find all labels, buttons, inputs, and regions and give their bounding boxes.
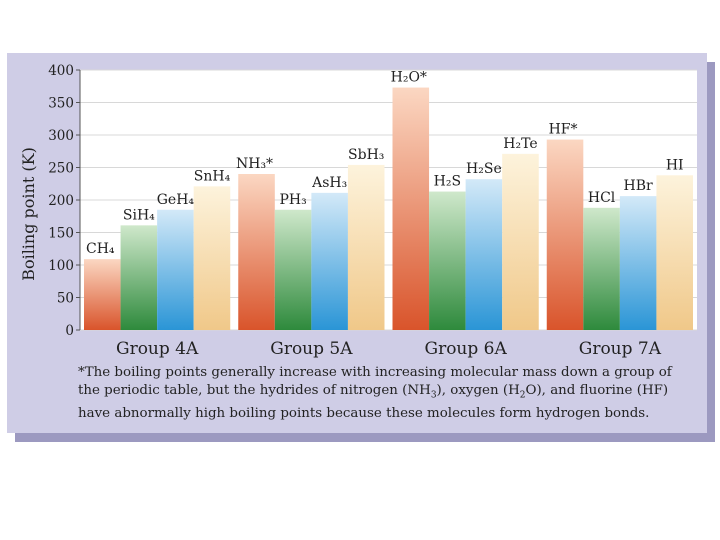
tick-label-100: 100 <box>48 258 74 274</box>
bar-label-nh3: NH₃* <box>236 156 273 172</box>
bar-label-sbh3: SbH₃ <box>348 147 384 163</box>
bar-h2se <box>465 179 503 330</box>
tick-label-150: 150 <box>48 226 74 242</box>
bar-hf <box>546 139 584 330</box>
bar-label-h2te: H₂Te <box>503 136 537 152</box>
bar-hbr <box>619 196 657 330</box>
caption-line-2: the periodic table, but the hydrides of … <box>78 382 669 401</box>
tick-label-250: 250 <box>48 161 74 177</box>
tick-label-50: 50 <box>57 291 74 307</box>
bar-label-ash3: AsH₃ <box>311 175 347 191</box>
bar-label-snh4: SnH₄ <box>194 168 231 184</box>
bar-ch4 <box>84 259 121 330</box>
bar-label-sih4: SiH₄ <box>123 207 155 223</box>
bar-label-ph3: PH₃ <box>279 192 306 208</box>
bar-label-hbr: HBr <box>624 178 653 194</box>
bar-label-h2o: H₂O* <box>391 70 427 86</box>
group-label-group-5a: Group 5A <box>270 339 353 359</box>
y-axis-label: Boiling point (K) <box>19 147 38 281</box>
tick-label-300: 300 <box>48 128 74 144</box>
tick-label-0: 0 <box>65 323 74 339</box>
y-axis-ticks: 0 50 100 150 200 250 300 350 400 <box>48 63 81 339</box>
bar-h2s <box>429 191 466 330</box>
bar-hi <box>656 175 693 330</box>
group-label-group-6a: Group 6A <box>424 339 507 359</box>
tick-label-200: 200 <box>48 193 74 209</box>
bar-label-geh4: GeH₄ <box>157 192 195 208</box>
bar-label-hcl: HCl <box>588 190 616 206</box>
bar-hcl <box>583 207 620 330</box>
footnote-caption: *The boiling points generally increase w… <box>78 364 698 422</box>
bar-geh4 <box>157 209 194 330</box>
tick-label-350: 350 <box>48 96 74 112</box>
group-label-group-4a: Group 4A <box>116 339 199 359</box>
tick-label-400: 400 <box>48 63 74 79</box>
bar-label-hi: HI <box>666 157 684 173</box>
bar-snh4 <box>193 186 231 330</box>
group-labels: Group 4A Group 5A Group 6A Group 7A <box>116 339 662 359</box>
bar-ash3 <box>311 192 348 330</box>
bar-label-ch4: CH₄ <box>86 241 115 257</box>
bar-label-h2s: H₂S <box>434 174 461 190</box>
bar-h2o <box>392 87 430 330</box>
bars <box>84 87 693 330</box>
bar-sih4 <box>120 225 158 330</box>
caption-line-1: *The boiling points generally increase w… <box>78 365 672 380</box>
bar-h2te <box>502 153 539 330</box>
caption-line-3: have abnormally high boiling points beca… <box>78 405 650 421</box>
bar-label-hf: HF* <box>549 122 578 138</box>
bar-label-h2se: H₂Se <box>466 161 502 177</box>
bar-sbh3 <box>347 164 385 330</box>
bar-nh3 <box>238 174 275 330</box>
bar-ph3 <box>274 209 312 330</box>
group-label-group-7a: Group 7A <box>579 339 662 359</box>
